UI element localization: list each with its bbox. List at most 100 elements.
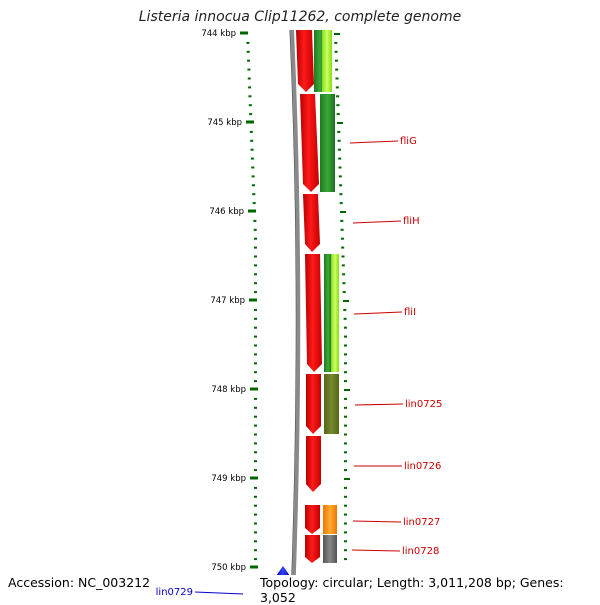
gene-label-lin0725[interactable]: lin0725: [405, 399, 442, 410]
gene-label-lin0726[interactable]: lin0726: [404, 461, 441, 472]
cds-gene-lin0725[interactable]: [306, 374, 321, 434]
minor-tick: [344, 522, 347, 525]
minor-tick: [342, 291, 346, 294]
minor-tick: [254, 273, 257, 276]
minor-tick: [254, 246, 257, 249]
scale-tick-label: 747 kbp: [210, 296, 245, 306]
scale-tick: [248, 209, 256, 213]
gene-labels: fliG fliH fliI lin0725 lin0726 lin0727 lin0728…: [156, 136, 443, 598]
minor-tick: [344, 362, 347, 365]
minor-tick: [344, 424, 347, 427]
minor-tick: [344, 540, 347, 543]
minor-tick: [254, 531, 257, 534]
minor-tick: [341, 246, 345, 249]
minor-tick: [254, 486, 257, 489]
minor-tick: [254, 460, 257, 463]
cds-gene-fliI[interactable]: [305, 254, 322, 372]
minor-tick: [339, 184, 343, 187]
minor-tick: [254, 308, 257, 311]
scale-tick: [240, 31, 248, 35]
gene-label-lin0727[interactable]: lin0727: [403, 517, 440, 528]
cog-bar: [323, 505, 337, 534]
cog-bar: [323, 535, 337, 563]
minor-tick: [336, 113, 340, 116]
scale-tick-label: 749 kbp: [211, 474, 246, 484]
gene-label-fliI[interactable]: fliI: [404, 307, 416, 318]
gene-label-leader: [194, 591, 244, 595]
gene-label-leader: [352, 520, 402, 523]
cog-bar: [322, 30, 332, 92]
minor-tick: [343, 326, 347, 329]
minor-tick: [335, 68, 339, 71]
scale-tick: [249, 298, 257, 302]
scale-tick: [246, 120, 254, 124]
minor-tick: [254, 344, 257, 347]
minor-tick: [340, 228, 344, 231]
minor-tick: [344, 344, 347, 347]
minor-tick: [344, 478, 350, 480]
minor-tick: [253, 219, 257, 222]
minor-tick: [248, 86, 252, 89]
cds-gene-lin0727[interactable]: [305, 505, 320, 534]
minor-tick: [344, 335, 347, 338]
minor-tick: [254, 380, 257, 383]
scale-tick-label: 750 kbp: [211, 563, 246, 573]
minor-tick: [254, 513, 257, 516]
minor-tick: [249, 113, 253, 116]
gene-label-lin0729[interactable]: lin0729: [156, 587, 193, 598]
minor-tick: [344, 549, 347, 552]
minor-tick: [340, 211, 346, 213]
gene-label-leader: [351, 549, 401, 552]
gene-label-lin0728[interactable]: lin0728: [402, 546, 439, 557]
scale-tick: [250, 565, 258, 569]
minor-ticks: [246, 33, 350, 561]
cds-segment[interactable]: [296, 30, 314, 92]
minor-tick: [251, 166, 255, 169]
gene-label-fliG[interactable]: fliG: [400, 136, 417, 147]
cds-gene-lin0728[interactable]: [305, 535, 320, 563]
gene-label-fliH[interactable]: fliH: [403, 216, 420, 227]
minor-tick: [246, 41, 250, 44]
minor-tick: [254, 433, 257, 436]
minor-tick: [254, 451, 257, 454]
minor-tick: [248, 104, 252, 107]
cog-bar: [331, 254, 339, 372]
cds-gene-fliG[interactable]: [300, 94, 319, 192]
cds-gene-lin0726[interactable]: [306, 436, 321, 492]
minor-tick: [340, 237, 344, 240]
minor-tick: [343, 300, 349, 302]
minor-tick: [344, 469, 347, 472]
minor-tick: [254, 282, 257, 285]
minor-tick: [342, 282, 346, 285]
minor-tick: [344, 486, 347, 489]
minor-tick: [252, 193, 256, 196]
minor-tick: [254, 522, 257, 525]
minor-tick: [344, 558, 347, 561]
scale-tick-label: 746 kbp: [209, 207, 244, 217]
minor-tick: [335, 77, 339, 80]
minor-tick: [254, 353, 257, 356]
minor-tick: [254, 442, 257, 445]
minor-tick: [254, 406, 257, 409]
minor-tick: [344, 513, 347, 516]
minor-tick: [335, 86, 339, 89]
gene-label-leader: [354, 403, 404, 406]
minor-tick: [254, 371, 257, 374]
minor-tick: [342, 273, 346, 276]
minor-tick: [338, 157, 342, 160]
scale-tick-label: 744 kbp: [201, 29, 236, 39]
minor-tick: [344, 460, 347, 463]
cog-bar: [324, 254, 332, 372]
minor-tick: [341, 255, 345, 258]
cog-bar: [324, 374, 339, 434]
minor-tick: [344, 495, 347, 498]
minor-tick: [251, 175, 255, 178]
minor-tick: [344, 353, 347, 356]
minor-tick: [250, 139, 254, 142]
minor-tick: [251, 184, 255, 187]
map-title: Listeria innocua Clip11262, complete gen…: [138, 9, 462, 25]
minor-tick: [254, 362, 257, 365]
cds-gene-fliH[interactable]: [303, 194, 320, 252]
minor-tick: [344, 380, 347, 383]
